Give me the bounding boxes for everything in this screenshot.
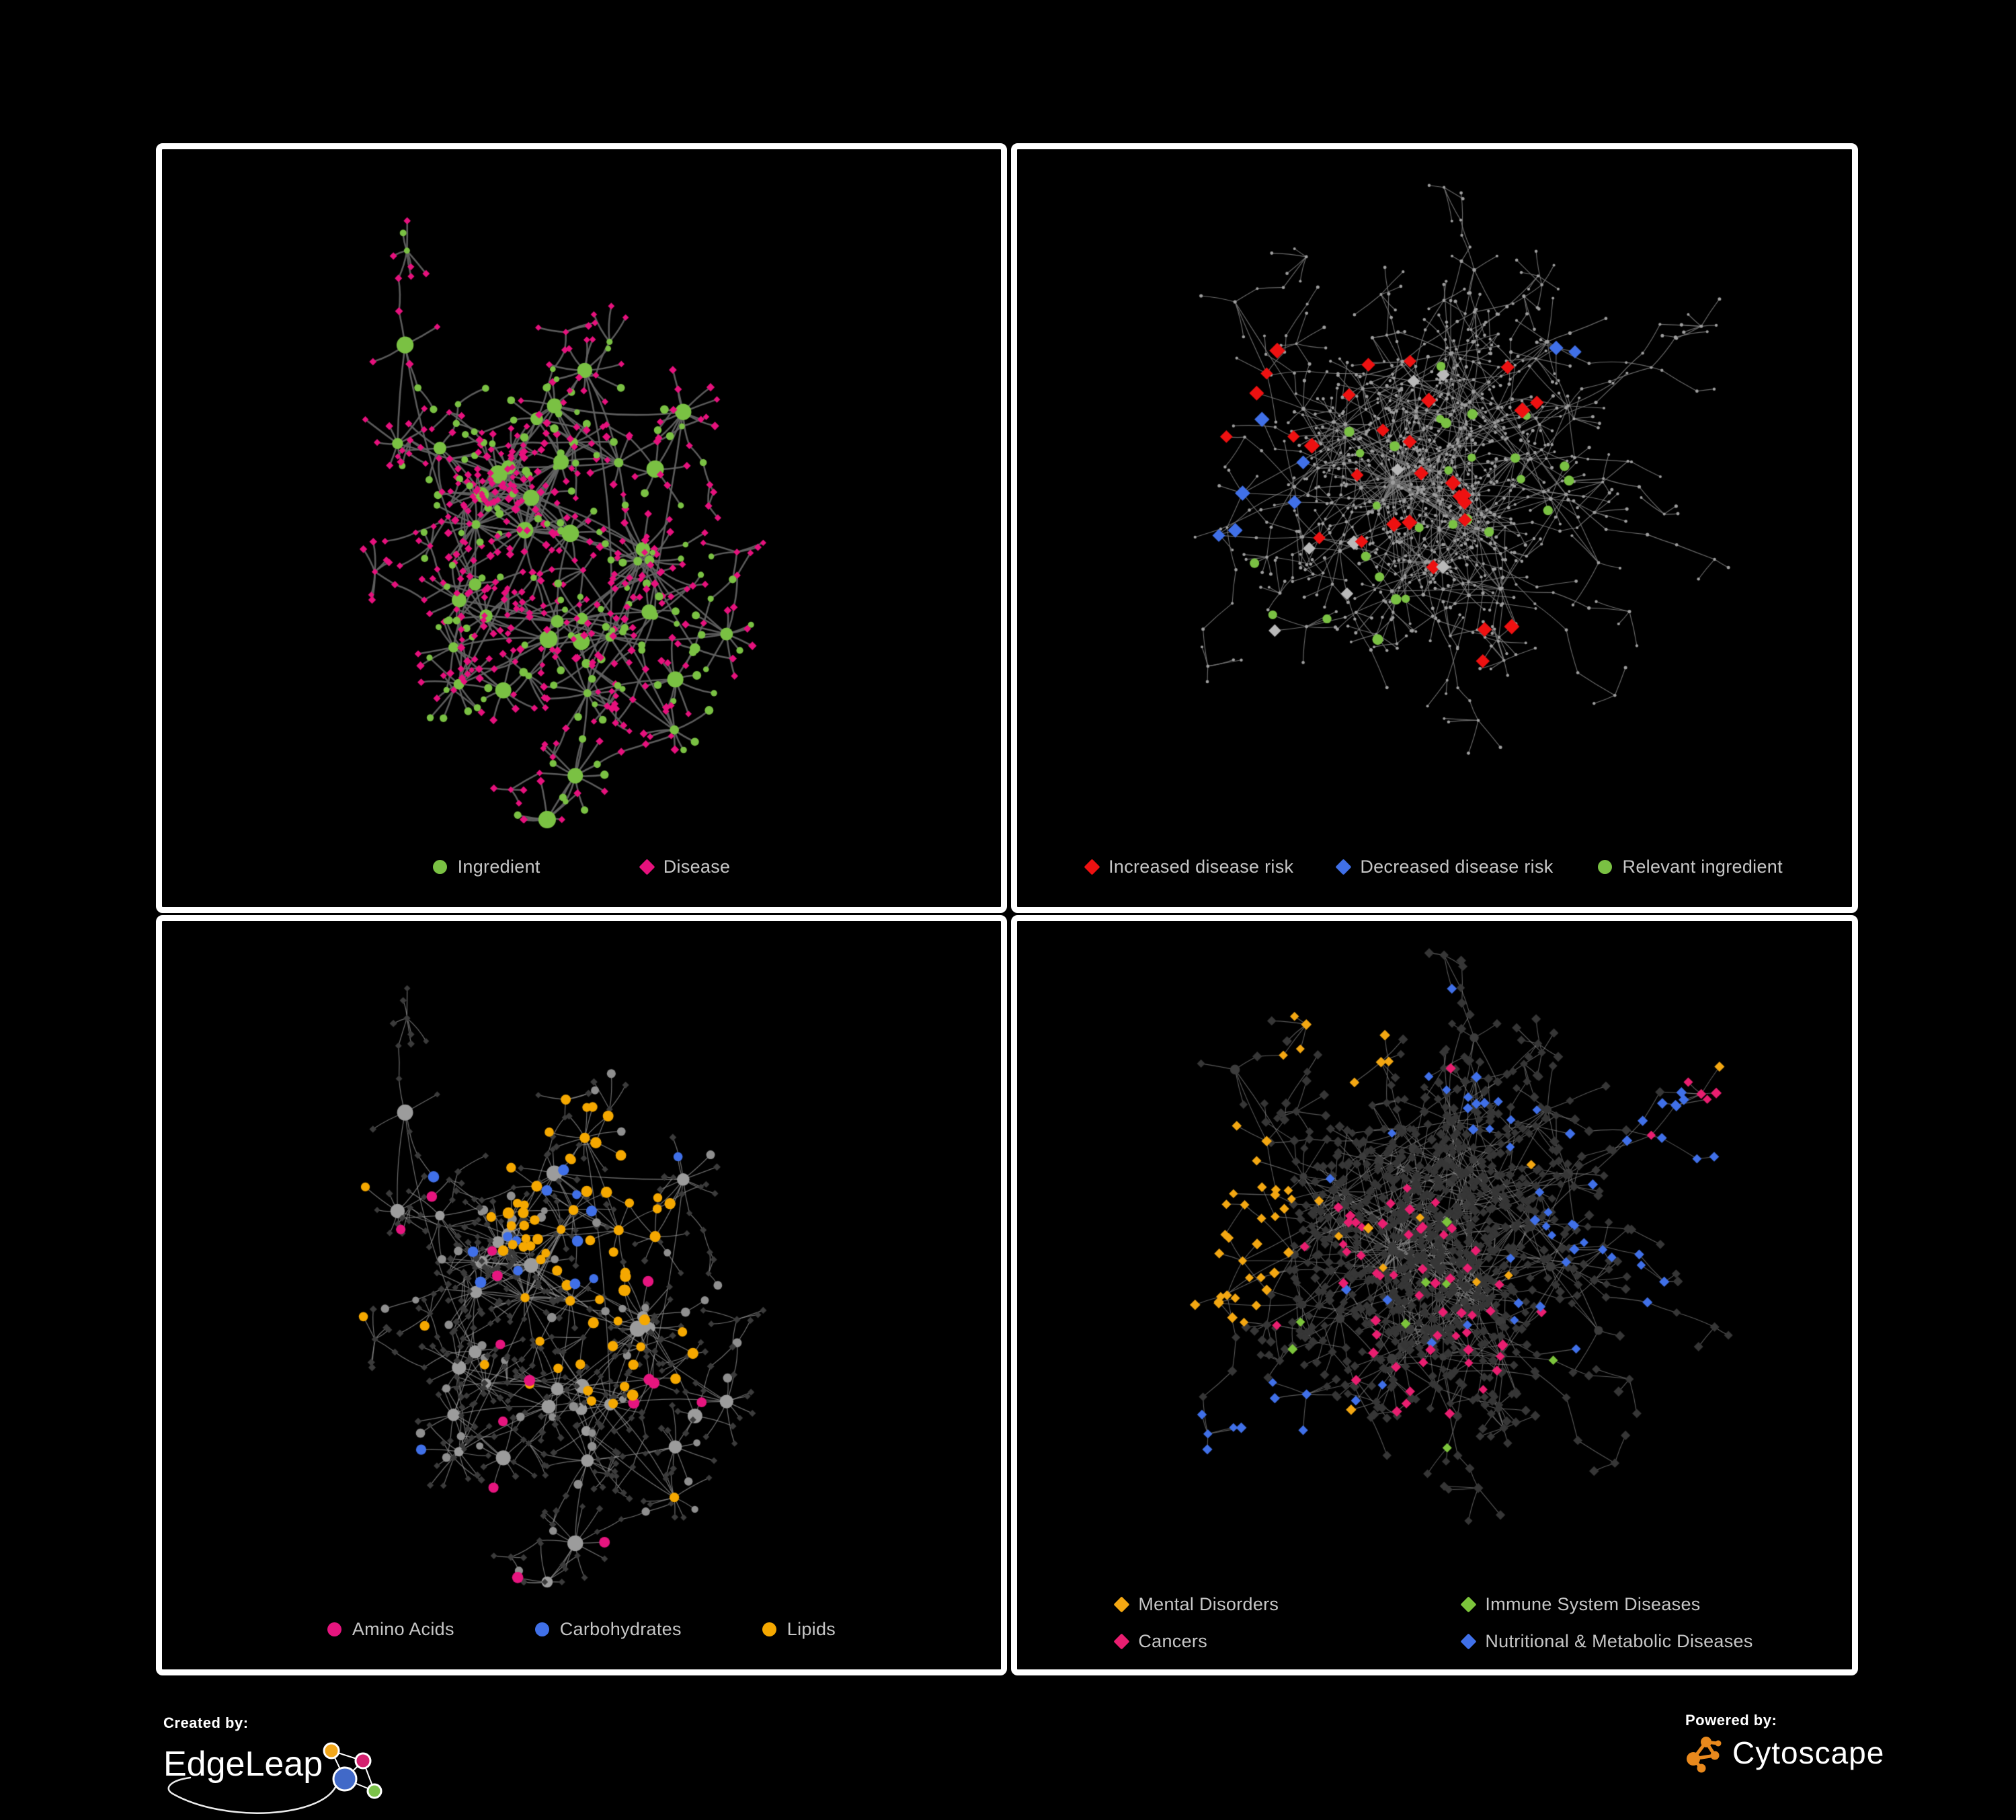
legend-label: Lipids [787, 1619, 836, 1639]
legend-label: Carbohydrates [559, 1619, 682, 1639]
legend-item-mental-disorders: Mental Disorders [1113, 1594, 1439, 1615]
cytoscape-brand: Cytoscape [1685, 1732, 1884, 1774]
diamond-marker [639, 859, 655, 875]
legend-item-decreased-disease-risk: Decreased disease risk [1335, 857, 1554, 877]
network-canvas-disease-categories [1017, 921, 1852, 1669]
legend-item-relevant-ingredient: Relevant ingredient [1597, 857, 1783, 877]
diamond-marker [1084, 859, 1100, 875]
edgeleap-wordmark: EdgeLeap [163, 1745, 323, 1784]
legend-ingredient-disease: Ingredient Disease [162, 857, 1001, 877]
legend-item-increased-disease-risk: Increased disease risk [1084, 857, 1294, 877]
edgeleap-brand: EdgeLeap [163, 1736, 452, 1817]
legend-item-ingredient: Ingredient [432, 857, 540, 877]
diamond-marker [1460, 1633, 1477, 1650]
powered-by-block: Powered by: Cytoscape [1685, 1712, 1884, 1774]
legend-label: Cancers [1138, 1631, 1207, 1651]
panel-disease-risk: Increased disease risk Decreased disease … [1011, 143, 1858, 913]
legend-label: Decreased disease risk [1360, 857, 1554, 877]
diamond-marker [1113, 1596, 1130, 1613]
created-by-label: Created by: [163, 1714, 249, 1731]
circle-marker [327, 1622, 341, 1636]
network-canvas-ingredient-disease [162, 149, 1001, 907]
created-by-block: Created by: EdgeLeap [163, 1714, 452, 1817]
panel-nutrient-classes: Amino Acids Carbohydrates Lipids [156, 915, 1007, 1675]
circle-marker [762, 1622, 776, 1636]
legend-label: Amino Acids [352, 1619, 454, 1639]
legend-label: Disease [663, 857, 731, 877]
cytoscape-logo-icon [1687, 1737, 1722, 1773]
legend-item-amino-acids: Amino Acids [327, 1619, 454, 1640]
powered-by-label: Powered by: [1685, 1712, 1777, 1729]
legend-disease-risk: Increased disease risk Decreased disease … [1017, 857, 1852, 877]
legend-disease-categories: Mental Disorders Immune System Diseases Ca… [1017, 1594, 1852, 1652]
legend-nutrient-classes: Amino Acids Carbohydrates Lipids [162, 1619, 1001, 1640]
diamond-marker [1460, 1596, 1477, 1613]
legend-item-cancers: Cancers [1113, 1631, 1439, 1652]
legend-item-disease: Disease [639, 857, 731, 877]
legend-label: Increased disease risk [1108, 857, 1294, 877]
diamond-marker [1335, 859, 1352, 875]
legend-label: Mental Disorders [1138, 1594, 1279, 1614]
cytoscape-wordmark: Cytoscape [1732, 1735, 1885, 1770]
circle-marker [432, 860, 447, 874]
panel-ingredient-disease: Ingredient Disease [156, 143, 1007, 913]
legend-label: Relevant ingredient [1622, 857, 1783, 877]
circle-marker [534, 1622, 549, 1636]
diamond-marker [1113, 1633, 1130, 1650]
legend-label: Immune System Diseases [1485, 1594, 1701, 1614]
legend-item-immune-system-diseases: Immune System Diseases [1460, 1594, 1752, 1615]
legend-label: Ingredient [457, 857, 540, 877]
network-canvas-nutrient-classes [162, 921, 1001, 1669]
legend-label: Nutritional & Metabolic Diseases [1485, 1631, 1753, 1651]
legend-item-lipids: Lipids [762, 1619, 836, 1640]
edgeleap-logo-icon [167, 1742, 382, 1814]
circle-marker [1597, 860, 1612, 874]
legend-item-carbohydrates: Carbohydrates [534, 1619, 682, 1640]
network-canvas-disease-risk [1017, 149, 1852, 907]
legend-item-nutritional-metabolic-diseases: Nutritional & Metabolic Diseases [1460, 1631, 1753, 1652]
panel-disease-categories: Mental Disorders Immune System Diseases Ca… [1011, 915, 1858, 1675]
